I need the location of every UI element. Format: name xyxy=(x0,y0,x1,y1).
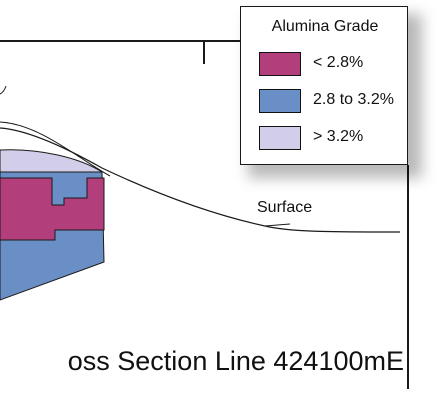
section-line-caption-text: oss Section Line 424100mE xyxy=(67,346,404,376)
surface-label: Surface xyxy=(257,199,313,216)
frame-arc-mark xyxy=(0,85,7,95)
legend-label-high: > 3.2% xyxy=(313,128,364,145)
legend-swatch-high xyxy=(259,126,301,150)
low-grade-zone xyxy=(0,177,105,241)
legend-label-low: < 2.8% xyxy=(313,54,364,71)
surface-line xyxy=(0,127,401,233)
legend-swatch-mid xyxy=(259,89,301,113)
legend-label-mid: 2.8 to 3.2% xyxy=(313,91,394,108)
legend: Alumina Grade < 2.8% 2.8 to 3.2% > 3.2% xyxy=(240,6,408,165)
surface-line-upper xyxy=(0,121,111,177)
legend-title: Alumina Grade xyxy=(271,18,379,35)
legend-swatch-low xyxy=(259,52,301,76)
section-line-caption: oss Section Line 424100mE xyxy=(0,340,408,382)
legend-item-mid: 2.8 to 3.2% xyxy=(259,89,409,115)
legend-item-high: > 3.2% xyxy=(259,126,409,152)
surface-leader-line xyxy=(264,223,291,227)
legend-item-low: < 2.8% xyxy=(259,52,409,78)
